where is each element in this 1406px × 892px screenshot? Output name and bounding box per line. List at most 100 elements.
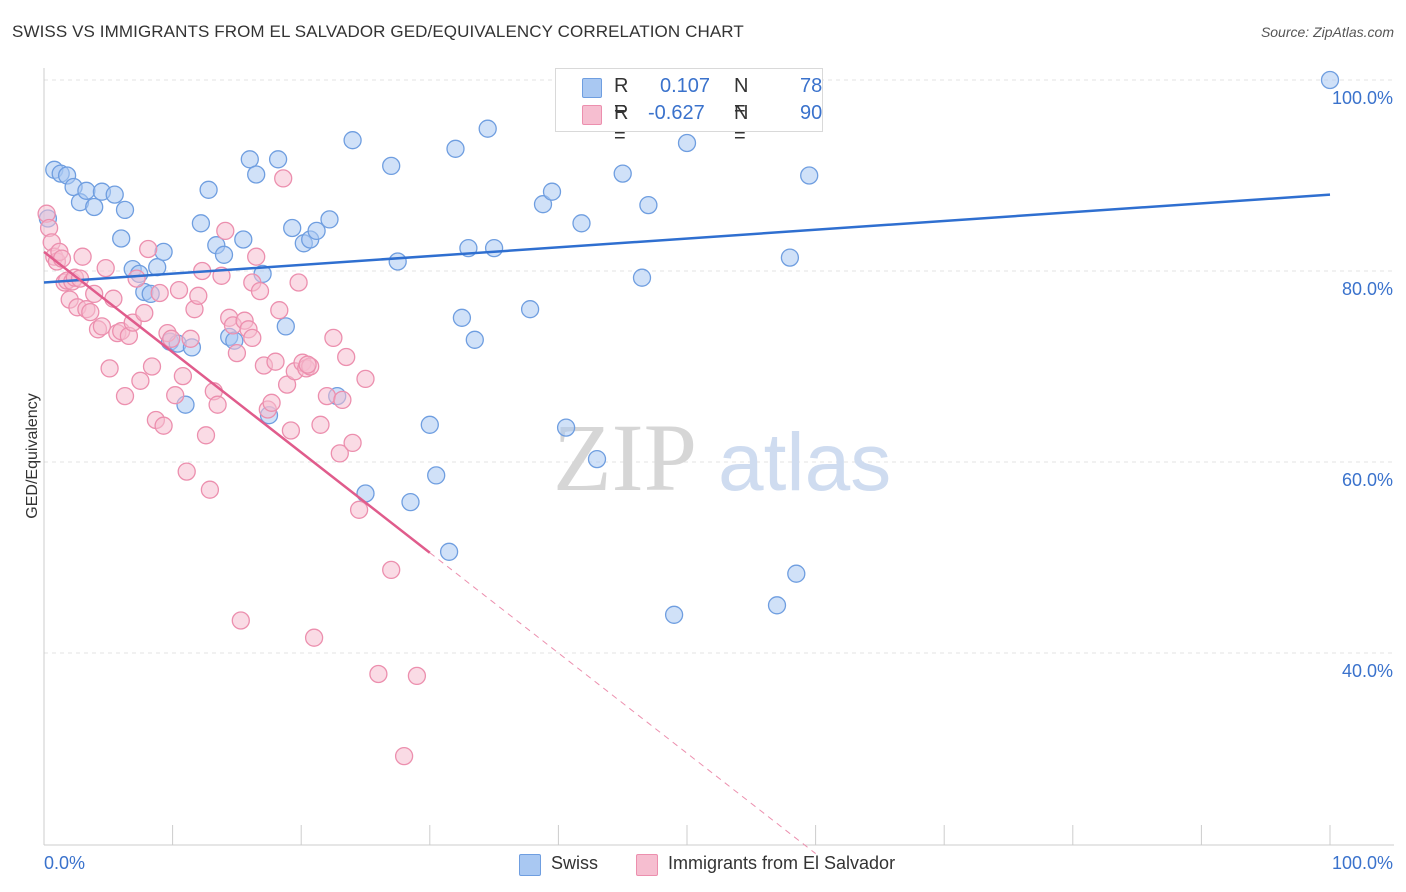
salvador-point bbox=[289, 273, 308, 292]
swiss-point bbox=[307, 221, 326, 241]
swiss-point bbox=[388, 252, 407, 271]
legend-n-label: N = bbox=[734, 102, 749, 147]
legend-r-value-salvador: -0.627 bbox=[648, 102, 705, 124]
salvador-point bbox=[166, 386, 185, 405]
salvador-point bbox=[356, 369, 375, 389]
salvador-point bbox=[85, 284, 104, 304]
y-tick-label: 40.0% bbox=[1342, 661, 1393, 681]
chart-title: SWISS VS IMMIGRANTS FROM EL SALVADOR GED… bbox=[12, 22, 744, 41]
swiss-point bbox=[446, 139, 465, 158]
swiss-point bbox=[542, 182, 562, 201]
swiss-point bbox=[320, 210, 339, 229]
salvador-point bbox=[250, 281, 270, 301]
axes bbox=[43, 68, 1394, 846]
series-legend: Swiss Immigrants from El Salvador bbox=[0, 852, 1406, 878]
legend-n-value-salvador: 90 bbox=[800, 102, 823, 124]
y-axis-label: GED/Equivalency bbox=[24, 393, 41, 518]
salvador-point bbox=[333, 390, 352, 410]
y-tick-label: 80.0% bbox=[1342, 279, 1393, 299]
swiss-point bbox=[343, 131, 362, 150]
salvador-point bbox=[200, 480, 220, 499]
swiss-point bbox=[427, 466, 446, 485]
salvador-point bbox=[162, 329, 181, 348]
swiss-point bbox=[234, 230, 253, 249]
swiss-point bbox=[1320, 70, 1340, 90]
salvador-point bbox=[115, 386, 135, 406]
swiss-point bbox=[77, 181, 96, 200]
x-tick-label: 0.0% bbox=[44, 853, 85, 873]
swiss-point bbox=[401, 492, 420, 512]
salvador-point bbox=[73, 247, 92, 266]
legend-swatch-salvador bbox=[582, 105, 602, 125]
legend-swatch-swiss bbox=[582, 78, 602, 98]
swiss-point bbox=[767, 596, 787, 615]
salvador-point bbox=[311, 415, 330, 434]
salvador-point bbox=[227, 343, 247, 363]
legend-swatch-swiss bbox=[519, 854, 541, 876]
salvador-point bbox=[349, 500, 369, 519]
salvador-point bbox=[394, 746, 414, 766]
swiss-point bbox=[613, 164, 632, 183]
swiss-point bbox=[533, 195, 553, 214]
salvador-point bbox=[270, 301, 289, 320]
swiss-point bbox=[268, 150, 288, 169]
swiss-point bbox=[382, 156, 401, 176]
salvador-point bbox=[369, 664, 388, 684]
salvador-point bbox=[142, 357, 162, 376]
swiss-point bbox=[587, 449, 607, 469]
salvador-point bbox=[343, 433, 362, 453]
swiss-point bbox=[556, 418, 576, 437]
swiss-point bbox=[420, 415, 439, 434]
salvador-point bbox=[330, 444, 349, 463]
salvador-point bbox=[189, 286, 208, 305]
salvador-point bbox=[81, 302, 100, 322]
salvador-point bbox=[177, 462, 196, 481]
swiss-point bbox=[520, 300, 540, 319]
swiss-point bbox=[800, 166, 819, 185]
salvador-point bbox=[196, 426, 216, 445]
swiss-point bbox=[214, 245, 234, 264]
swiss-point bbox=[240, 150, 259, 169]
salvador-point bbox=[131, 371, 150, 390]
legend-r-value-swiss: 0.107 bbox=[660, 75, 711, 97]
swiss-point bbox=[780, 248, 800, 267]
salvador-point bbox=[324, 328, 343, 348]
legend-swatch-salvador bbox=[636, 854, 658, 876]
salvador-point bbox=[247, 247, 266, 266]
salvador-point bbox=[135, 303, 154, 323]
salvador-point bbox=[262, 393, 281, 412]
swiss-point bbox=[478, 119, 497, 138]
watermark-zip: ZIP bbox=[553, 404, 697, 511]
salvador-point bbox=[266, 352, 285, 371]
legend-n-value-swiss: 78 bbox=[800, 75, 823, 97]
swiss-point bbox=[484, 238, 504, 258]
salvador-point bbox=[139, 239, 158, 259]
legend-label-swiss: Swiss bbox=[551, 853, 599, 873]
salvador-point bbox=[150, 283, 169, 303]
source-label: Source: ZipAtlas.com bbox=[1260, 24, 1394, 40]
watermark-atlas: atlas bbox=[718, 417, 891, 508]
y-tick-labels: 40.0% 60.0% 80.0% 100.0% bbox=[1332, 88, 1393, 681]
swiss-point bbox=[283, 218, 302, 238]
salvador-point bbox=[208, 395, 227, 414]
salvador-point bbox=[304, 628, 324, 647]
swiss-point bbox=[452, 308, 472, 327]
salvador-point bbox=[243, 328, 262, 348]
salvador-point bbox=[337, 347, 356, 367]
swiss-point bbox=[664, 605, 684, 624]
swiss-point bbox=[439, 542, 459, 561]
salvador-point bbox=[96, 258, 115, 278]
salvador-point bbox=[154, 416, 173, 435]
swiss-point bbox=[115, 200, 135, 220]
legend-r-label: R = bbox=[614, 75, 629, 120]
swiss-point bbox=[112, 229, 131, 248]
salvador-point bbox=[317, 386, 337, 406]
trend-lines bbox=[43, 193, 1331, 854]
swiss-point bbox=[632, 268, 652, 287]
salvador-point bbox=[274, 169, 293, 188]
legend-r-label: R = bbox=[614, 102, 629, 147]
swiss-point bbox=[247, 165, 266, 184]
salvador-point bbox=[382, 560, 401, 580]
salvador-point bbox=[173, 366, 193, 386]
